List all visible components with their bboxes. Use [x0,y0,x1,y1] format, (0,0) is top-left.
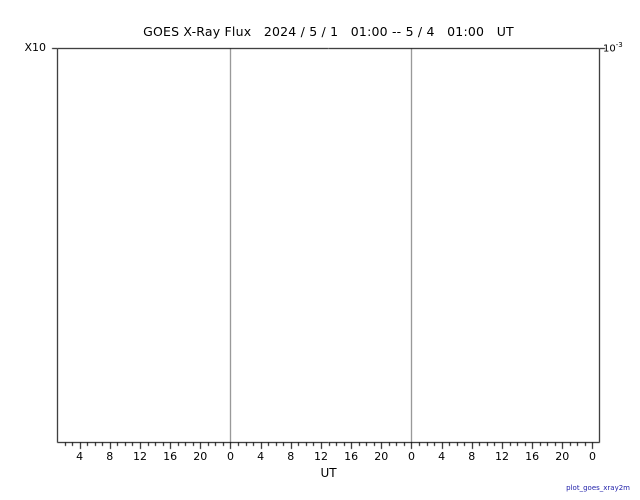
chart-title: GOES X-Ray Flux 2024 / 5 / 1 01:00 -- 5 … [143,24,514,39]
x-tick-label: 20 [193,450,208,463]
x-tick-label: 12 [132,450,147,463]
x-axis-label: UT [320,466,337,480]
x-tick-label: 0 [588,450,596,463]
y-axis-right-label: 10-3 [603,41,623,55]
watermark-label: plot_goes_xray2m [566,484,630,492]
x-tick-label: 0 [407,450,415,463]
x-tick-label: 20 [374,450,389,463]
x-tick-label: 4 [257,450,265,463]
x-tick-label: 0 [226,450,234,463]
x-tick-label: 4 [76,450,84,463]
x-tick-label: 20 [555,450,570,463]
y-axis-left-label: X10 [24,41,46,54]
x-tick-label: 16 [525,450,540,463]
x-tick-label: 8 [287,450,295,463]
x-tick-label: 8 [106,450,114,463]
x-tick-label: 8 [468,450,476,463]
x-tick-label: 12 [313,450,328,463]
x-tick-label: 16 [163,450,178,463]
x-tick-label: 12 [494,450,509,463]
x-tick-label: 4 [438,450,446,463]
x-tick-label: 16 [344,450,359,463]
